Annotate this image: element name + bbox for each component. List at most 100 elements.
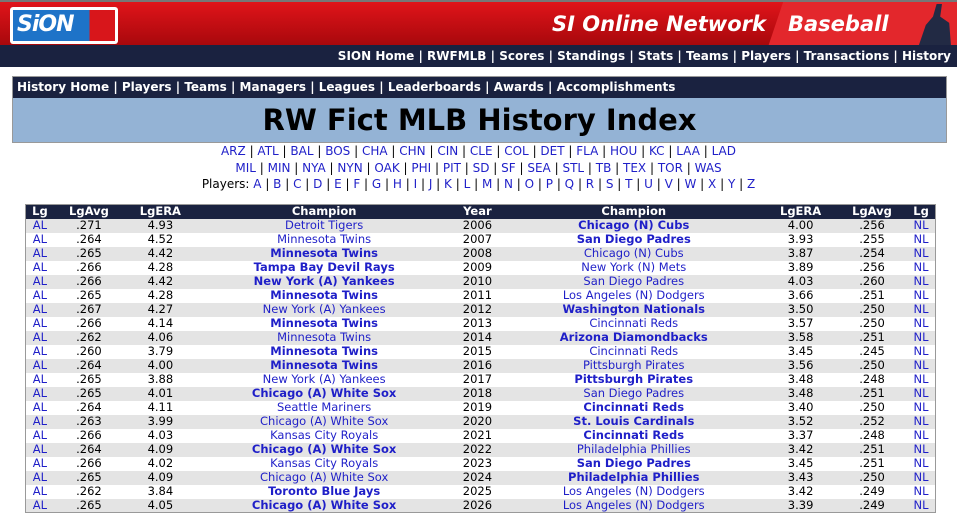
player-letter-g[interactable]: G: [371, 177, 382, 191]
team-link-hou[interactable]: HOU: [610, 144, 638, 158]
column-header[interactable]: Champion: [503, 204, 765, 219]
team-link-stl[interactable]: STL: [562, 161, 585, 175]
nl-champion-link[interactable]: St. Louis Cardinals: [503, 414, 765, 429]
player-letter-y[interactable]: Y: [727, 177, 736, 191]
topnav-link-teams[interactable]: Teams: [686, 49, 729, 63]
player-letter-e[interactable]: E: [334, 177, 342, 191]
column-header[interactable]: Champion: [196, 204, 452, 219]
column-header[interactable]: Lg: [25, 204, 54, 219]
team-link-was[interactable]: WAS: [694, 161, 722, 175]
team-link-lad[interactable]: LAD: [711, 144, 737, 158]
league-link[interactable]: AL: [25, 330, 54, 345]
league-link[interactable]: NL: [913, 400, 929, 414]
team-link-sf[interactable]: SF: [501, 161, 516, 175]
player-letter-r[interactable]: R: [585, 177, 595, 191]
nl-champion-link[interactable]: Cincinnati Reds: [589, 344, 679, 358]
team-link-tex[interactable]: TEX: [623, 161, 647, 175]
league-link[interactable]: AL: [25, 498, 54, 513]
team-link-col[interactable]: COL: [504, 144, 529, 158]
al-champion-link[interactable]: Chicago (A) White Sox: [196, 498, 452, 513]
sion-logo[interactable]: SiON: [10, 7, 118, 44]
league-link[interactable]: AL: [32, 260, 48, 274]
al-champion-link[interactable]: Minnesota Twins: [196, 358, 452, 373]
player-letter-d[interactable]: D: [313, 177, 323, 191]
league-link[interactable]: AL: [25, 246, 54, 261]
player-letter-h[interactable]: H: [392, 177, 402, 191]
al-champion-link[interactable]: New York (A) Yankees: [262, 372, 386, 386]
league-link[interactable]: AL: [25, 274, 54, 289]
al-champion-link[interactable]: Minnesota Twins: [196, 246, 452, 261]
team-link-bos[interactable]: BOS: [325, 144, 351, 158]
league-link[interactable]: NL: [907, 218, 936, 233]
team-link-tb[interactable]: TB: [595, 161, 612, 175]
al-champion-link[interactable]: Chicago (A) White Sox: [196, 386, 452, 401]
league-link[interactable]: AL: [32, 428, 48, 442]
al-champion-link[interactable]: New York (A) Yankees: [196, 274, 452, 289]
nl-champion-link[interactable]: San Diego Padres: [576, 456, 691, 470]
player-letter-n[interactable]: N: [503, 177, 513, 191]
al-champion-link[interactable]: Minnesota Twins: [270, 344, 378, 358]
nl-champion-link[interactable]: Philadelphia Phillies: [503, 442, 765, 457]
al-champion-link[interactable]: Minnesota Twins: [270, 316, 378, 330]
league-link[interactable]: NL: [913, 484, 929, 498]
column-header[interactable]: Year: [451, 204, 504, 219]
team-link-phi[interactable]: PHI: [411, 161, 432, 175]
team-link-cha[interactable]: CHA: [361, 144, 388, 158]
player-letter-u[interactable]: U: [644, 177, 653, 191]
nl-champion-link[interactable]: Los Angeles (N) Dodgers: [503, 498, 765, 513]
al-champion-link[interactable]: Toronto Blue Jays: [268, 484, 381, 498]
topnav-link-scores[interactable]: Scores: [499, 49, 545, 63]
team-link-mil[interactable]: MIL: [235, 161, 256, 175]
nl-champion-link[interactable]: San Diego Padres: [576, 232, 691, 246]
team-link-cin[interactable]: CIN: [437, 144, 459, 158]
topnav-link-stats[interactable]: Stats: [637, 49, 674, 63]
league-link[interactable]: AL: [32, 456, 48, 470]
league-link[interactable]: NL: [913, 288, 929, 302]
al-champion-link[interactable]: Chicago (A) White Sox: [196, 470, 452, 485]
subnav-link-teams[interactable]: Teams: [184, 80, 227, 94]
subnav-link-leaderboards[interactable]: Leaderboards: [387, 80, 481, 94]
team-link-tor[interactable]: TOR: [657, 161, 683, 175]
player-letter-i[interactable]: I: [413, 177, 418, 191]
subnav-link-managers[interactable]: Managers: [239, 80, 307, 94]
player-letter-f[interactable]: F: [353, 177, 361, 191]
league-link[interactable]: AL: [32, 344, 48, 358]
nl-champion-link[interactable]: San Diego Padres: [503, 386, 765, 401]
team-link-sd[interactable]: SD: [472, 161, 490, 175]
column-header[interactable]: Lg: [907, 204, 936, 219]
al-champion-link[interactable]: Detroit Tigers: [196, 218, 452, 233]
team-link-laa[interactable]: LAA: [676, 144, 700, 158]
league-link[interactable]: NL: [907, 470, 936, 485]
league-link[interactable]: NL: [907, 274, 936, 289]
nl-champion-link[interactable]: Washington Nationals: [503, 302, 765, 317]
league-link[interactable]: NL: [907, 386, 936, 401]
player-letter-a[interactable]: A: [253, 177, 262, 191]
subnav-link-leagues[interactable]: Leagues: [318, 80, 376, 94]
player-letter-p[interactable]: P: [545, 177, 553, 191]
column-header[interactable]: LgERA: [764, 204, 837, 219]
league-link[interactable]: NL: [913, 428, 929, 442]
nl-champion-link[interactable]: Philadelphia Phillies: [503, 470, 765, 485]
league-link[interactable]: AL: [25, 442, 54, 457]
team-link-pit[interactable]: PIT: [442, 161, 461, 175]
player-letter-q[interactable]: Q: [564, 177, 575, 191]
player-letter-b[interactable]: B: [273, 177, 282, 191]
nl-champion-link[interactable]: Pittsburgh Pirates: [503, 358, 765, 373]
player-letter-k[interactable]: K: [444, 177, 452, 191]
al-champion-link[interactable]: Minnesota Twins: [196, 330, 452, 345]
subnav-link-awards[interactable]: Awards: [493, 80, 544, 94]
league-link[interactable]: AL: [32, 232, 48, 246]
al-champion-link[interactable]: Kansas City Royals: [270, 428, 379, 442]
league-link[interactable]: AL: [32, 400, 48, 414]
team-link-nyn[interactable]: NYN: [337, 161, 363, 175]
nl-champion-link[interactable]: Cincinnati Reds: [583, 428, 685, 442]
league-link[interactable]: NL: [913, 232, 929, 246]
player-letter-w[interactable]: W: [684, 177, 697, 191]
topnav-link-sion-home[interactable]: SION Home: [337, 49, 415, 63]
nl-champion-link[interactable]: Arizona Diamondbacks: [503, 330, 765, 345]
al-champion-link[interactable]: Minnesota Twins: [277, 232, 372, 246]
league-link[interactable]: NL: [907, 330, 936, 345]
league-link[interactable]: NL: [913, 260, 929, 274]
league-link[interactable]: NL: [907, 358, 936, 373]
nl-champion-link[interactable]: Cincinnati Reds: [589, 316, 679, 330]
